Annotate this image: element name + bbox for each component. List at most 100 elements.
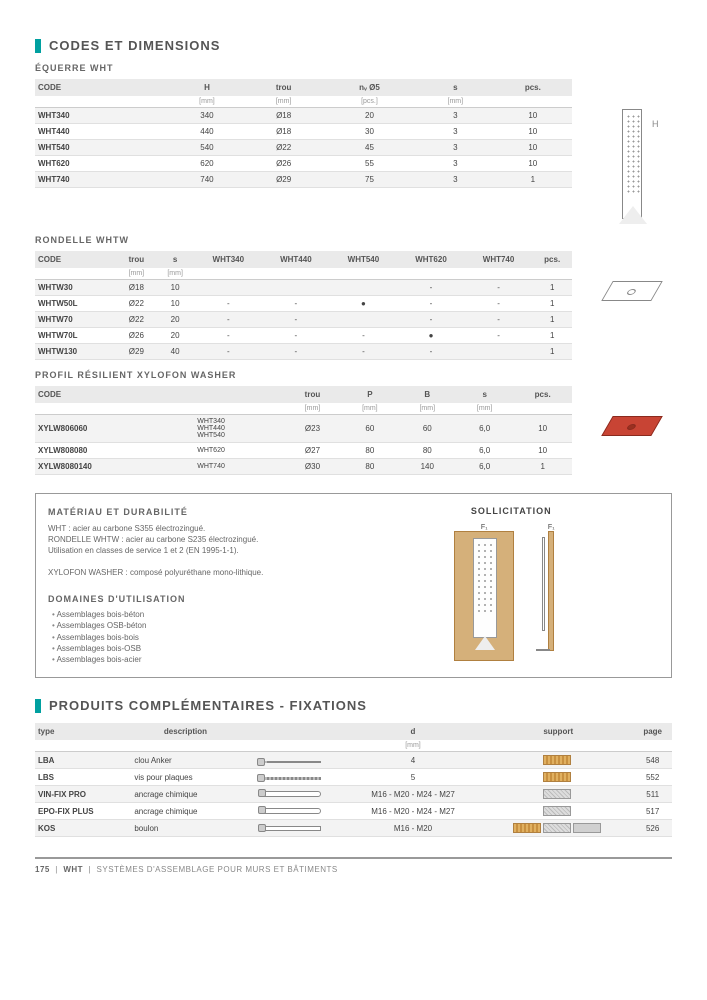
cell: 548 xyxy=(633,752,672,769)
table-row: LBAclou Anker4548 xyxy=(35,752,672,769)
table-row: WHTW130Ø2940----1 xyxy=(35,344,572,360)
cell: Ø22 xyxy=(117,296,156,312)
col-unit xyxy=(194,403,284,415)
col-header: page xyxy=(633,723,672,740)
cell: WHT540 xyxy=(35,140,169,156)
cell: 740 xyxy=(169,172,246,188)
table-row: XYLW8080140WHT740Ø30801406,01 xyxy=(35,459,572,475)
cell: 3 xyxy=(417,108,494,124)
solicitation-heading: SOLLICITATION xyxy=(364,506,660,516)
cell: - xyxy=(465,280,533,296)
fastener-icon xyxy=(240,803,343,820)
cell: 10 xyxy=(156,280,195,296)
table-row: WHT440440Ø1830310 xyxy=(35,124,572,140)
col-unit xyxy=(330,268,398,280)
cell: - xyxy=(465,312,533,328)
cell: 80 xyxy=(399,443,456,459)
col-header: s xyxy=(417,79,494,96)
info-box: MATÉRIAU ET DURABILITÉ WHT : acier au ca… xyxy=(35,493,672,678)
section-codes-dims: CODES ET DIMENSIONS xyxy=(35,38,672,53)
cell: 60 xyxy=(399,415,456,443)
col-header: type xyxy=(35,723,131,740)
cell: - xyxy=(195,328,263,344)
cell: 540 xyxy=(169,140,246,156)
page-number: 175 xyxy=(35,865,50,874)
support-cell xyxy=(483,786,633,803)
cell: WHT440 xyxy=(35,124,169,140)
cell: - xyxy=(195,344,263,360)
col-header: pcs. xyxy=(513,386,572,403)
cell: - xyxy=(262,312,330,328)
bracket-icon xyxy=(622,109,642,219)
col-header: WHT340 xyxy=(195,251,263,268)
fastener-icon xyxy=(240,769,343,786)
col-unit xyxy=(513,403,572,415)
col-unit xyxy=(195,268,263,280)
cell xyxy=(465,344,533,360)
cell: WHT620 xyxy=(35,156,169,172)
cell: - xyxy=(330,344,398,360)
col-unit: [mm] xyxy=(456,403,513,415)
cell: 1 xyxy=(532,296,572,312)
cell: 1 xyxy=(532,280,572,296)
support-cell xyxy=(483,752,633,769)
cell: - xyxy=(397,280,465,296)
cell: WHT340 xyxy=(35,108,169,124)
col-header: pcs. xyxy=(532,251,572,268)
cell: M16 - M20 - M24 - M27 xyxy=(343,803,483,820)
cell: WHTW130 xyxy=(35,344,117,360)
cell: - xyxy=(195,312,263,328)
col-header: support xyxy=(483,723,633,740)
cell: 517 xyxy=(633,803,672,820)
col-unit xyxy=(465,268,533,280)
section-title: PRODUITS COMPLÉMENTAIRES - FIXATIONS xyxy=(49,698,367,713)
col-header: WHT740 xyxy=(465,251,533,268)
cell: vis pour plaques xyxy=(131,769,239,786)
col-header: WHT620 xyxy=(397,251,465,268)
cell xyxy=(330,280,398,296)
col-unit xyxy=(262,268,330,280)
cell xyxy=(330,312,398,328)
domains-list: Assemblages bois-bétonAssemblages OSB-bé… xyxy=(48,609,344,665)
cell: 1 xyxy=(494,172,572,188)
cell: 3 xyxy=(417,140,494,156)
col-unit: [mm] xyxy=(245,96,322,108)
cell: EPO-FIX PLUS xyxy=(35,803,131,820)
cell: M16 - M20 xyxy=(343,820,483,837)
cell: WHTW70L xyxy=(35,328,117,344)
equerre-table: CODEHtrounᵥ Ø5spcs.[mm][mm][pcs.][mm] WH… xyxy=(35,79,572,188)
col-header: description xyxy=(131,723,239,740)
cell: 511 xyxy=(633,786,672,803)
cell: 3 xyxy=(417,172,494,188)
cell: 6,0 xyxy=(456,443,513,459)
col-header: WHT440 xyxy=(262,251,330,268)
cell: 1 xyxy=(513,459,572,475)
cell: 60 xyxy=(341,415,398,443)
material-line: WHT : acier au carbone S355 électrozingu… xyxy=(48,523,344,534)
list-item: Assemblages bois-bois xyxy=(52,632,344,643)
table-row: KOSboulonM16 - M20526 xyxy=(35,820,672,837)
cell: Ø30 xyxy=(284,459,341,475)
material-line: Utilisation en classes de service 1 et 2… xyxy=(48,545,344,556)
col-unit: [mm] xyxy=(284,403,341,415)
cell: - xyxy=(262,344,330,360)
cell: Ø22 xyxy=(117,312,156,328)
col-unit xyxy=(483,740,633,752)
cell: 1 xyxy=(532,328,572,344)
cell: 3 xyxy=(417,156,494,172)
col-header: trou xyxy=(117,251,156,268)
cell: - xyxy=(465,296,533,312)
cell: LBA xyxy=(35,752,131,769)
cell: 20 xyxy=(156,312,195,328)
table-row: WHT540540Ø2245310 xyxy=(35,140,572,156)
col-unit xyxy=(532,268,572,280)
cell: 20 xyxy=(322,108,417,124)
support-cell xyxy=(483,820,633,837)
cell: 1 xyxy=(532,312,572,328)
cell: XYLW806060 xyxy=(35,415,194,443)
rondelle-table: CODEtrousWHT340WHT440WHT540WHT620WHT740p… xyxy=(35,251,572,360)
col-header: CODE xyxy=(35,79,169,96)
xylofon-subtitle: PROFIL RÉSILIENT XYLOFON WASHER xyxy=(35,370,672,380)
cell: WHT740 xyxy=(35,172,169,188)
cell: 10 xyxy=(513,415,572,443)
